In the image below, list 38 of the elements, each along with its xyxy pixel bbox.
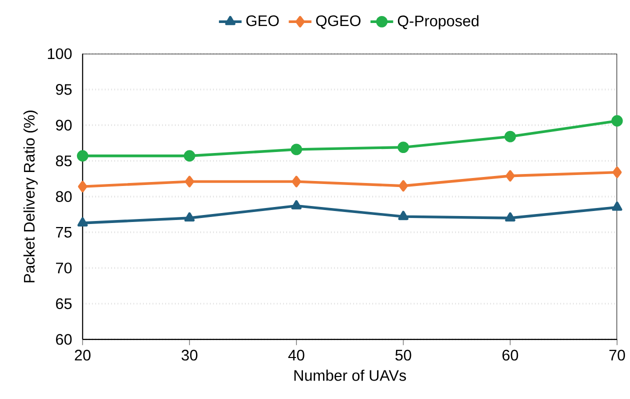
y-tick-label: 90 [56, 120, 72, 131]
y-tick-label: 65 [56, 298, 72, 310]
legend-label: QGEO [316, 15, 360, 29]
point [184, 212, 195, 222]
point [76, 150, 88, 162]
point [611, 115, 623, 127]
point [505, 212, 516, 222]
point [78, 180, 88, 192]
point [184, 176, 194, 188]
point [292, 176, 302, 188]
point [506, 170, 515, 182]
legend-label: GEO [246, 15, 279, 26]
x-tick-label: 70 [609, 350, 625, 360]
y-axis-title: Packet Delivery Ratio (%) [23, 110, 38, 282]
x-tick-label: 40 [288, 350, 304, 360]
legend-label: Q-Proposed [398, 15, 478, 30]
x-axis-title: Number of UAVs [294, 370, 406, 381]
y-tick-label: 60 [56, 334, 72, 345]
x-tick-label: 20 [74, 350, 90, 360]
y-tick-label: 75 [56, 226, 72, 238]
point [612, 202, 622, 211]
point [398, 180, 408, 192]
x-tick-label: 60 [502, 350, 518, 360]
point [290, 144, 302, 156]
point [612, 166, 622, 178]
x-tick-label: 30 [182, 350, 198, 360]
point [184, 150, 196, 162]
point [398, 210, 408, 220]
y-tick-label: 95 [56, 84, 72, 95]
y-tick-label: 100 [48, 48, 72, 60]
y-tick-label: 70 [56, 262, 72, 274]
y-tick-label: 85 [56, 155, 72, 166]
y-tick-label: 80 [56, 191, 72, 202]
point [291, 200, 302, 210]
point [504, 130, 516, 142]
point [77, 217, 88, 226]
point [398, 142, 410, 153]
x-tick-label: 50 [395, 350, 412, 360]
